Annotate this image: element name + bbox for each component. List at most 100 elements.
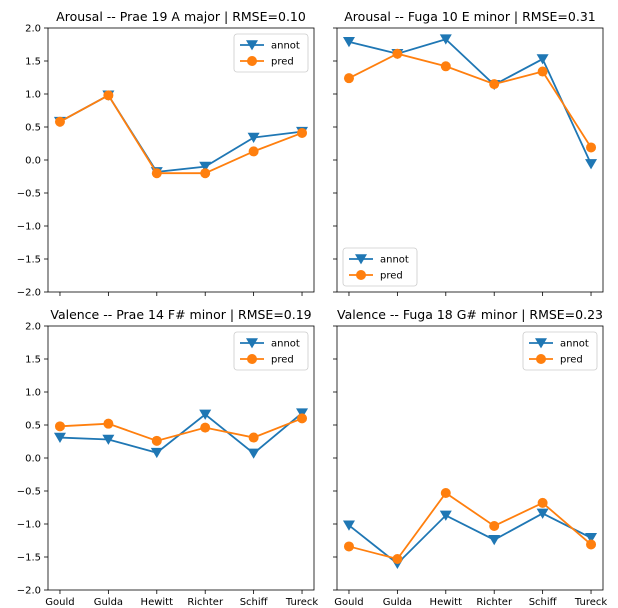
subplot-title: Arousal -- Prae 19 A major | RMSE=0.10 [56,9,306,24]
data-point [439,510,452,521]
data-point [537,66,548,77]
series-pred [54,413,308,446]
x-tick-label: Schiff [529,597,558,608]
series-pred [343,487,597,564]
legend-marker [536,354,546,364]
series-line [59,94,303,173]
series-pred [343,48,597,153]
y-tick-label: −2.0 [17,586,41,597]
legend: annot pred [233,33,309,73]
data-point [440,487,451,498]
y-tick-label: 0.0 [25,156,41,167]
x-tick-label: Gulda [383,597,412,608]
legend-marker [246,338,258,349]
legend: annot pred [342,247,418,287]
data-point [151,168,162,179]
subplot-1: Arousal -- Prae 19 A major | RMSE=0.10 2.… [17,9,315,299]
y-tick-label: −1.0 [17,520,41,531]
data-point [103,418,114,429]
data-point [248,432,259,443]
data-point [150,447,163,459]
y-tick-label: 0.0 [25,454,41,465]
legend-label: pred [380,271,403,282]
data-point [489,79,500,90]
data-point [103,90,114,101]
legend-label: pred [560,355,583,366]
legend: annot pred [233,331,309,371]
data-point [200,168,211,179]
y-tick-label: 1.5 [25,355,41,366]
x-tick-label: Gould [334,597,363,608]
y-tick-label: 1.5 [25,57,41,68]
subplot-3: Valence -- Prae 14 F# minor | RMSE=0.19 2… [17,307,319,608]
legend-label: annot [271,339,300,350]
y-tick-label: 0.5 [25,123,41,134]
x-tick-label: Schiff [240,597,269,608]
x-tick-label: Richter [187,597,224,608]
x-tick-label: Richter [476,597,513,608]
data-point [199,409,212,420]
data-point [53,432,66,443]
legend-label: annot [560,339,589,350]
y-tick-label: −1.0 [17,222,41,233]
subplot-2: Arousal -- Fuga 10 E minor | RMSE=0.31 an… [333,9,604,296]
legend-marker [247,56,257,66]
data-point [247,448,260,459]
data-point [392,553,403,564]
legend-marker [356,270,366,280]
data-point [586,142,597,153]
legend-marker [355,254,367,265]
subplot-title: Valence -- Fuga 18 G# minor | RMSE=0.23 [337,307,603,322]
data-point [54,421,65,432]
data-point [489,520,500,531]
subplot-title: Valence -- Prae 14 F# minor | RMSE=0.19 [50,307,311,322]
legend-label: annot [380,255,409,266]
subplot-title: Arousal -- Fuga 10 E minor | RMSE=0.31 [344,9,595,24]
data-point [102,434,115,445]
data-point [392,48,403,59]
series-line [59,417,303,442]
data-point [247,132,260,143]
y-tick-label: −0.5 [17,487,41,498]
data-point [342,37,355,48]
legend-label: pred [271,57,294,68]
y-tick-label: −2.0 [17,288,41,299]
data-point [248,146,259,157]
legend-label: annot [271,41,300,52]
data-point [585,159,598,170]
y-tick-label: 0.5 [25,421,41,432]
series-annot [342,34,598,170]
legend-marker [246,40,258,51]
data-point [297,127,308,138]
x-tick-label: Hewitt [430,597,463,608]
y-tick-label: 2.0 [25,322,41,333]
y-tick-label: −0.5 [17,189,41,200]
y-tick-label: −1.5 [17,255,41,266]
x-tick-label: Tureck [285,597,318,608]
data-point [586,539,597,550]
data-point [199,161,212,172]
legend-marker [247,354,257,364]
data-point [297,413,308,424]
series-line [348,52,592,148]
x-tick-label: Hewitt [141,597,174,608]
y-tick-label: −1.5 [17,553,41,564]
data-point [536,54,549,65]
data-point [343,541,354,552]
y-tick-label: 2.0 [25,24,41,35]
data-point [488,535,501,546]
data-point [439,34,452,45]
y-tick-label: 1.0 [25,90,41,101]
series-pred [54,90,308,179]
series-line [59,94,303,175]
data-point [537,497,548,508]
y-tick-label: 1.0 [25,388,41,399]
data-point [343,73,354,84]
legend-marker [535,338,547,349]
x-tick-label: Gulda [94,597,123,608]
series-line [348,38,592,165]
data-point [342,520,355,531]
data-point [151,435,162,446]
legend: annot pred [522,331,598,371]
